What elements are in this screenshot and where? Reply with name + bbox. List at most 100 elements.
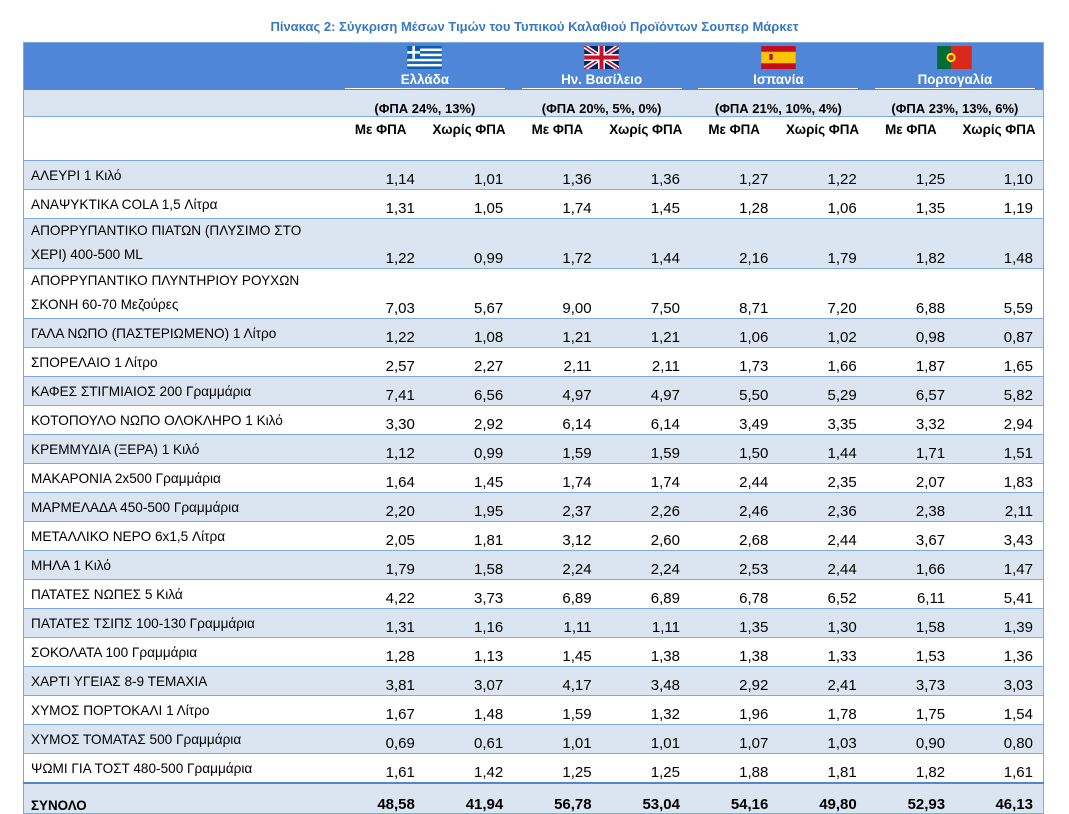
country-header-uk: Ην. Βασίλειο: [513, 42, 690, 90]
total-with-vat: 56,78: [513, 782, 602, 814]
price-without-vat: 1,48: [424, 695, 514, 725]
price-without-vat: 2,11: [601, 347, 690, 377]
price-with-vat: 0,69: [336, 724, 425, 754]
price-with-vat: 1,01: [513, 724, 602, 754]
product-name: ΜΗΛΑ 1 Κιλό: [23, 550, 337, 580]
price-with-vat: 3,49: [690, 405, 779, 435]
price-with-vat: 1,61: [336, 753, 425, 784]
table-row: ΧΥΜΟΣ ΠΟΡΤΟΚΑΛΙ 1 Λίτρο 1,67 1,48 1,59 1,32 1…: [23, 695, 1044, 725]
price-with-vat: 1,64: [336, 463, 425, 493]
price-with-vat: 1,28: [690, 189, 779, 219]
table-row: ΑΠΟΡΡΥΠΑΝΤΙΚΟ ΠΙΑΤΩΝ (ΠΛΥΣΙΜΟ ΣΤΟ ΧΕΡΙ) …: [23, 218, 1044, 269]
total-label: ΣΥΝΟΛΟ: [23, 782, 337, 814]
price-with-vat: 1,82: [866, 218, 956, 269]
price-with-vat: 2,53: [690, 550, 779, 580]
price-with-vat: 2,20: [336, 492, 425, 522]
price-without-vat: 1,33: [778, 637, 867, 667]
price-without-vat: 1,32: [601, 695, 690, 725]
price-without-vat: 1,21: [601, 318, 690, 348]
price-with-vat: 2,37: [513, 492, 602, 522]
price-without-vat: 1,47: [955, 550, 1044, 580]
price-without-vat: 3,73: [424, 579, 514, 609]
subheader-blank-cell: [23, 116, 337, 161]
price-with-vat: 1,87: [866, 347, 956, 377]
price-with-vat: 1,27: [690, 160, 779, 190]
price-with-vat: 1,31: [336, 608, 425, 638]
price-with-vat: 1,53: [866, 637, 956, 667]
price-without-vat: 1,78: [778, 695, 867, 725]
total-without-vat: 46,13: [955, 782, 1044, 814]
total-without-vat: 53,04: [601, 782, 690, 814]
product-name: ΠΑΤΑΤΕΣ ΝΩΠΕΣ 5 Κιλά: [23, 579, 337, 609]
price-without-vat: 1,44: [601, 218, 690, 269]
price-without-vat: 1,25: [601, 753, 690, 784]
country-header-greece: Ελλάδα: [336, 42, 514, 90]
price-without-vat: 1,01: [601, 724, 690, 754]
price-without-vat: 1,13: [424, 637, 514, 667]
price-with-vat: 3,67: [866, 521, 956, 551]
table-row: ΜΕΤΑΛΛΙΚΟ ΝΕΡΟ 6x1,5 Λίτρα 2,05 1,81 3,12 2,…: [23, 521, 1044, 551]
price-with-vat: 1,72: [513, 218, 602, 269]
price-with-vat: 1,88: [690, 753, 779, 784]
country-header-portugal: Πορτογαλία: [866, 42, 1044, 90]
table-row: ΜΗΛΑ 1 Κιλό 1,79 1,58 2,24 2,24 2,53 2,44 1,66 1…: [23, 550, 1044, 580]
price-with-vat: 2,16: [690, 218, 779, 269]
product-name: ΧΥΜΟΣ ΠΟΡΤΟΚΑΛΙ 1 Λίτρο: [23, 695, 337, 725]
price-without-vat: 6,14: [601, 405, 690, 435]
country-name: Ην. Βασίλειο: [521, 72, 682, 89]
price-with-vat: 1,59: [513, 695, 602, 725]
price-without-vat: 1,59: [601, 434, 690, 464]
price-without-vat: 3,07: [424, 666, 514, 696]
price-without-vat: 7,50: [601, 268, 690, 319]
product-name: ΚΟΤΟΠΟΥΛΟ ΝΩΠΟ ΟΛΟΚΛΗΡΟ 1 Κιλό: [23, 405, 337, 435]
table-row: ΓΑΛΑ ΝΩΠΟ (ΠΑΣΤΕΡΙΩΜΕΝΟ) 1 Λίτρο 1,22 1,08…: [23, 318, 1044, 348]
vat-rate: (ΦΠΑ 20%, 5%, 0%): [513, 90, 690, 117]
without-vat-header: Χωρίς ΦΠΑ: [778, 116, 867, 161]
price-with-vat: 2,38: [866, 492, 956, 522]
price-without-vat: 1,61: [955, 753, 1044, 784]
price-without-vat: 2,11: [955, 492, 1044, 522]
product-name: ΑΝΑΨΥΚΤΙΚΑ COLA 1,5 Λίτρα: [23, 189, 337, 219]
price-without-vat: 3,48: [601, 666, 690, 696]
product-name: ΑΠΟΡΡΥΠΑΝΤΙΚΟ ΠΛΥΝΤΗΡΙΟΥ ΡΟΥΧΩΝ ΣΚΟΝΗ 60…: [23, 268, 337, 319]
product-name: ΜΑΡΜΕΛΑΔΑ 450-500 Γραμμάρια: [23, 492, 337, 522]
price-without-vat: 2,41: [778, 666, 867, 696]
price-without-vat: 1,44: [778, 434, 867, 464]
price-without-vat: 1,08: [424, 318, 514, 348]
price-with-vat: 0,98: [866, 318, 956, 348]
product-name: ΧΥΜΟΣ ΤΟΜΑΤΑΣ 500 Γραμμάρια: [23, 724, 337, 754]
price-without-vat: 1,45: [601, 189, 690, 219]
price-with-vat: 2,44: [690, 463, 779, 493]
price-with-vat: 1,31: [336, 189, 425, 219]
price-with-vat: 1,50: [690, 434, 779, 464]
price-with-vat: 1,25: [513, 753, 602, 784]
price-with-vat: 1,35: [866, 189, 956, 219]
price-without-vat: 1,51: [955, 434, 1044, 464]
price-with-vat: 1,96: [690, 695, 779, 725]
table-row: ΚΟΤΟΠΟΥΛΟ ΝΩΠΟ ΟΛΟΚΛΗΡΟ 1 Κιλό 3,30 2,92 6,…: [23, 405, 1044, 435]
vat-rate: (ΦΠΑ 21%, 10%, 4%): [690, 90, 867, 117]
price-with-vat: 1,14: [336, 160, 425, 190]
price-with-vat: 1,82: [866, 753, 956, 784]
price-without-vat: 5,41: [955, 579, 1044, 609]
product-name: ΣΠΟΡΕΛΑΙΟ 1 Λίτρο: [23, 347, 337, 377]
table-row: ΑΠΟΡΡΥΠΑΝΤΙΚΟ ΠΛΥΝΤΗΡΙΟΥ ΡΟΥΧΩΝ ΣΚΟΝΗ 60…: [23, 268, 1044, 319]
with-vat-header: Με ΦΠΑ: [336, 116, 425, 161]
country-name: Ελλάδα: [344, 72, 505, 89]
price-without-vat: 0,61: [424, 724, 514, 754]
price-without-vat: 2,44: [778, 550, 867, 580]
product-name: ΚΑΦΕΣ ΣΤΙΓΜΙΑΙΟΣ 200 Γραμμάρια: [23, 376, 337, 406]
price-with-vat: 3,12: [513, 521, 602, 551]
table-row: ΑΛΕΥΡΙ 1 Κιλό 1,14 1,01 1,36 1,36 1,27 1,22 1,2…: [23, 160, 1044, 190]
price-with-vat: 4,22: [336, 579, 425, 609]
price-with-vat: 2,24: [513, 550, 602, 580]
price-with-vat: 4,17: [513, 666, 602, 696]
total-row: ΣΥΝΟΛΟ 48,58 41,94 56,78 53,04 54,16 49,80 52,9…: [23, 782, 1044, 814]
price-without-vat: 1,45: [424, 463, 514, 493]
vat-subheader-row: Με ΦΠΑ Χωρίς ΦΠΑ Με ΦΠΑ Χωρίς ΦΠΑ Με ΦΠΑ…: [23, 116, 1044, 161]
price-without-vat: 2,27: [424, 347, 514, 377]
price-without-vat: 1,66: [778, 347, 867, 377]
table-title: Πίνακας 2: Σύγκριση Μέσων Τιμών του Τυπι…: [270, 19, 799, 34]
price-without-vat: 4,97: [601, 376, 690, 406]
price-without-vat: 2,60: [601, 521, 690, 551]
